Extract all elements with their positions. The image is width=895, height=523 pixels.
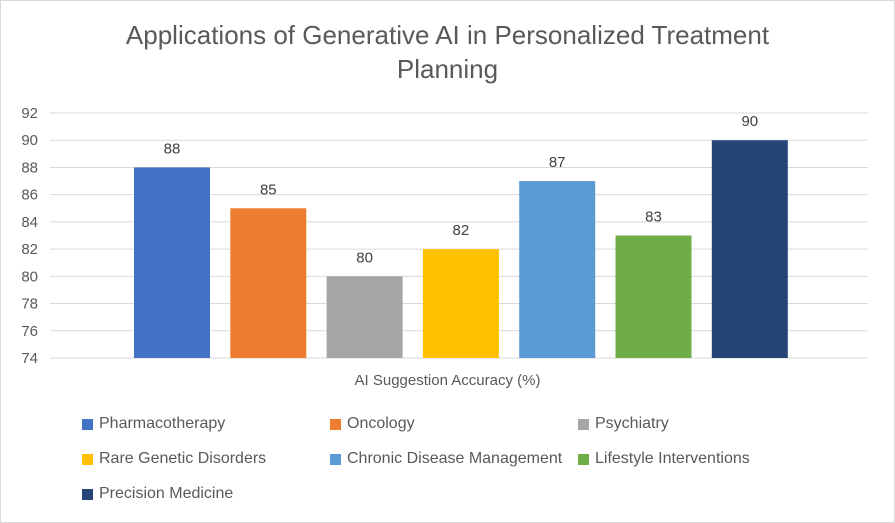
y-tick-label: 88 [21, 159, 38, 176]
bars [134, 140, 788, 358]
y-tick-label: 92 [21, 105, 38, 122]
legend-swatch [578, 418, 589, 430]
y-tick-label: 82 [21, 241, 38, 258]
y-tick-label: 74 [21, 350, 38, 367]
legend-item: Chronic Disease Management [330, 449, 562, 469]
legend-swatch [82, 418, 93, 430]
legend-item: Lifestyle Interventions [578, 449, 750, 469]
y-tick-label: 80 [21, 268, 38, 285]
data-label: 87 [549, 154, 566, 171]
legend-item: Pharmacotherapy [82, 414, 225, 434]
legend-swatch [82, 488, 93, 500]
legend-label: Precision Medicine [99, 485, 234, 502]
chart-title: Applications of Generative AI in Persona… [125, 20, 770, 84]
bar-rare-genetic-disorders [422, 249, 499, 358]
bar-oncology [230, 208, 307, 358]
y-tick-label: 76 [21, 323, 38, 340]
bar-pharmacotherapy [134, 167, 210, 358]
legend-item: Precision Medicine [82, 484, 233, 504]
data-label: 82 [453, 222, 470, 239]
data-label: 85 [260, 181, 277, 198]
legend-label: Psychiatry [595, 415, 669, 432]
legend-label: Chronic Disease Management [347, 450, 563, 467]
data-label: 88 [164, 140, 181, 157]
legend-item: Rare Genetic Disorders [82, 449, 266, 469]
bar-psychiatry [326, 276, 403, 358]
bar-precision-medicine [711, 140, 788, 358]
y-axis-ticks: 74 76 78 80 82 84 86 88 90 92 [21, 105, 38, 367]
y-tick-label: 90 [21, 132, 38, 149]
data-label: 83 [645, 209, 662, 226]
legend-swatch [82, 453, 93, 465]
legend-label: Oncology [347, 415, 415, 432]
data-label: 90 [741, 113, 758, 130]
legend-swatch [330, 418, 341, 430]
legend-item: Psychiatry [578, 414, 669, 434]
legend-label: Lifestyle Interventions [595, 450, 750, 467]
y-tick-label: 84 [21, 214, 38, 231]
legend-label: Rare Genetic Disorders [99, 450, 267, 467]
bar-chronic-disease-management [519, 181, 596, 358]
y-tick-label: 78 [21, 296, 38, 313]
data-label: 80 [356, 249, 373, 266]
x-axis-title: AI Suggestion Accuracy (%) [354, 372, 541, 389]
legend-swatch [330, 453, 341, 465]
legend-swatch [578, 453, 589, 465]
legend-item: Oncology [330, 414, 415, 434]
data-labels: 88 85 80 82 87 83 90 [164, 113, 758, 266]
legend-label: Pharmacotherapy [99, 415, 226, 432]
bar-lifestyle-interventions [615, 235, 692, 358]
y-tick-label: 86 [21, 187, 38, 204]
